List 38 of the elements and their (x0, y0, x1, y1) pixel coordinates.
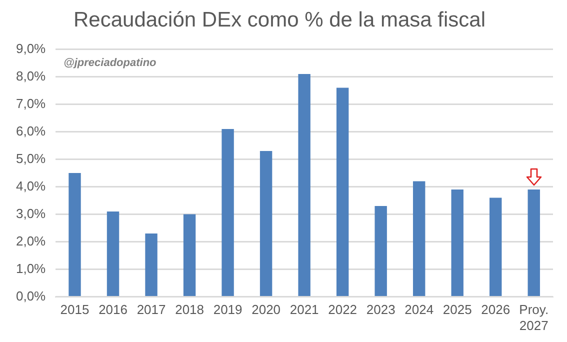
x-tick-label: 2021 (290, 302, 319, 318)
bar (528, 190, 540, 296)
y-tick-label: 9,0% (16, 40, 46, 56)
annotation: @jpreciadopatino (64, 57, 157, 70)
bar (222, 128, 234, 296)
x-tick-label: 2018 (175, 302, 204, 318)
y-tick-label: 1,0% (16, 260, 46, 276)
x-tick-label: 2015 (60, 302, 90, 318)
bar (145, 234, 158, 296)
y-tick-label: 7,0% (16, 96, 46, 111)
x-tick-label: 2025 (442, 302, 472, 318)
x-tick-label: Proy. 2027 (519, 302, 549, 333)
bar (412, 181, 426, 296)
y-tick-label: 3,0% (16, 206, 46, 221)
x-tick-label: 2024 (404, 302, 434, 318)
bar (106, 212, 120, 296)
x-tick-label: 2023 (366, 302, 396, 318)
x-tick-label: 2017 (136, 302, 166, 318)
y-tick-label: 5,0% (16, 150, 46, 166)
x-tick-label: 2022 (328, 302, 358, 318)
bar (451, 190, 464, 296)
chart-title: Recaudación DEx como % de la masa fiscal (73, 8, 486, 32)
x-tick-label: 2016 (98, 302, 128, 318)
bar (298, 74, 310, 296)
x-tick-label: 2026 (481, 302, 510, 318)
x-tick-label: 2020 (252, 302, 281, 318)
bar (490, 198, 502, 296)
y-tick-label: 4,0% (16, 178, 46, 194)
y-tick-label: 8,0% (16, 68, 46, 84)
bar (336, 88, 349, 296)
y-tick-label: 6,0% (16, 123, 46, 138)
y-tick-label: 2,0% (16, 233, 46, 248)
bar (260, 150, 272, 296)
bar (68, 173, 81, 296)
bar (183, 214, 196, 296)
x-tick-label: 2019 (213, 302, 242, 318)
bar (374, 206, 387, 296)
y-tick-label: 0,0% (16, 288, 46, 304)
